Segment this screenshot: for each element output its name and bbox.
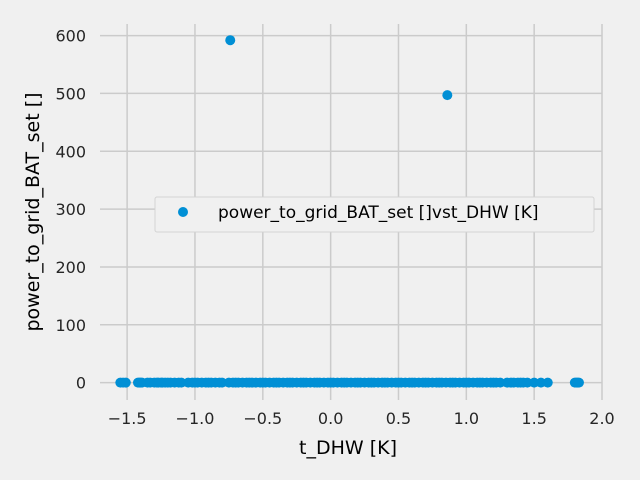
y-tick-label: 300 [55,200,86,219]
x-tick-label: −1.0 [176,409,215,428]
x-tick-label: 0.0 [318,409,343,428]
data-point [120,377,131,388]
y-tick-label: 0 [76,374,86,393]
y-tick-label: 600 [55,27,86,46]
data-point [442,90,453,101]
data-point [542,377,553,388]
y-tick-label: 400 [55,142,86,161]
legend-label: power_to_grid_BAT_set []vst_DHW [K] [218,203,539,223]
x-tick-label: 0.5 [386,409,411,428]
x-tick-label: −0.5 [243,409,282,428]
x-tick-label: 1.0 [454,409,479,428]
y-axis-label: power_to_grid_BAT_set [] [22,92,44,331]
data-points [115,35,584,388]
legend-box [154,196,595,233]
x-tick-label: 2.0 [589,409,614,428]
x-axis-ticks: −1.5 −1.0 −0.5 0.0 0.5 1.0 1.5 2.0 [108,409,615,428]
y-tick-label: 200 [55,258,86,277]
legend-marker [178,207,188,217]
y-tick-label: 100 [55,316,86,335]
x-tick-label: −1.5 [108,409,147,428]
data-point [573,377,584,388]
legend: power_to_grid_BAT_set []vst_DHW [K] [154,196,595,233]
y-axis-ticks: 0 100 200 300 400 500 600 [55,27,86,393]
y-tick-label: 500 [55,84,86,103]
x-axis-label: t_DHW [K] [299,437,397,459]
data-point [225,35,236,46]
x-tick-label: 1.5 [521,409,546,428]
